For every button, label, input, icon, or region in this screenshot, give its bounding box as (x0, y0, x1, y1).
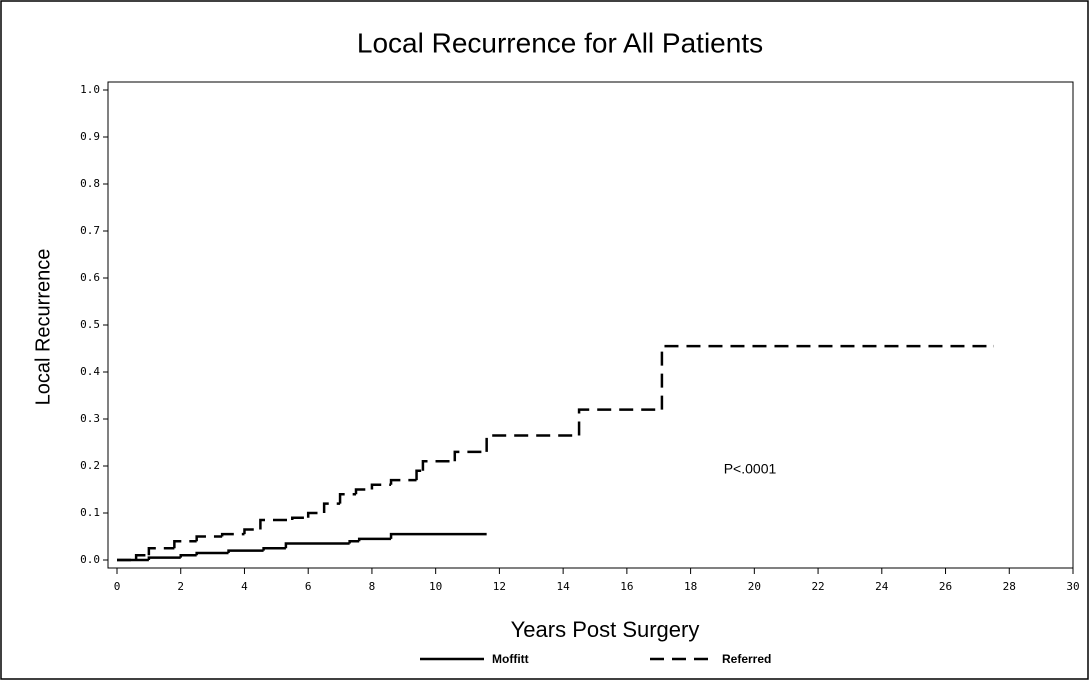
y-tick-label: 0.9 (80, 130, 100, 143)
y-tick-label: 1.0 (80, 83, 100, 96)
y-tick-label: 0.4 (80, 365, 100, 378)
x-tick-label: 10 (429, 580, 442, 593)
step-segment (322, 502, 341, 513)
chart-title: Local Recurrence for All Patients (357, 27, 763, 58)
x-tick-label: 30 (1066, 580, 1079, 593)
y-tick-label: 0.2 (80, 459, 100, 472)
x-tick-label: 24 (875, 580, 889, 593)
x-tick-label: 28 (1003, 580, 1016, 593)
y-tick-label: 0.6 (80, 271, 100, 284)
y-tick-label: 0.0 (80, 553, 100, 566)
step-segment (147, 556, 181, 560)
x-axis-label: Years Post Surgery (511, 617, 700, 642)
x-tick-label: 2 (177, 580, 184, 593)
annotation: P<.0001 (724, 461, 777, 477)
x-tick-label: 16 (620, 580, 633, 593)
y-tick-label: 0.8 (80, 177, 100, 190)
step-segment (370, 483, 392, 490)
step-segment (421, 460, 455, 471)
step-segment (195, 551, 229, 556)
x-tick-label: 12 (493, 580, 506, 593)
step-segment (354, 488, 372, 495)
x-tick-label: 20 (748, 580, 761, 593)
y-tick-label: 0.1 (80, 506, 100, 519)
x-tick-label: 8 (369, 580, 376, 593)
x-tick-label: 26 (939, 580, 952, 593)
x-tick-label: 22 (811, 580, 824, 593)
y-axis-label: Local Recurrence (32, 249, 54, 406)
legend-label: Referred (722, 652, 771, 666)
step-segment (179, 554, 197, 558)
step-segment (357, 537, 392, 542)
step-segment (259, 518, 293, 530)
step-segment (195, 535, 223, 542)
step-segment (306, 511, 325, 518)
x-tick-label: 4 (241, 580, 248, 593)
y-tick-label: 0.3 (80, 412, 100, 425)
step-segment (134, 554, 149, 560)
x-tick-label: 18 (684, 580, 697, 593)
step-segment (220, 532, 245, 537)
step-segment (291, 516, 309, 521)
y-tick-label: 0.7 (80, 224, 100, 237)
step-segment (453, 450, 487, 462)
step-segment (262, 547, 286, 551)
step-segment (338, 492, 356, 504)
step-segment (243, 528, 261, 535)
step-segment (227, 549, 264, 553)
step-segment (415, 469, 423, 481)
step-segment (389, 478, 417, 485)
step-segment (173, 539, 197, 549)
legend-label: Moffitt (492, 652, 529, 666)
step-segment (348, 539, 360, 544)
step-segment (577, 408, 662, 436)
step-segment (284, 542, 350, 549)
x-tick-label: 14 (557, 580, 571, 593)
step-segment (485, 434, 580, 452)
step-segment (389, 532, 487, 539)
y-tick-label: 0.5 (80, 318, 100, 331)
x-tick-label: 0 (114, 580, 121, 593)
step-segment (147, 547, 175, 556)
x-tick-label: 6 (305, 580, 312, 593)
